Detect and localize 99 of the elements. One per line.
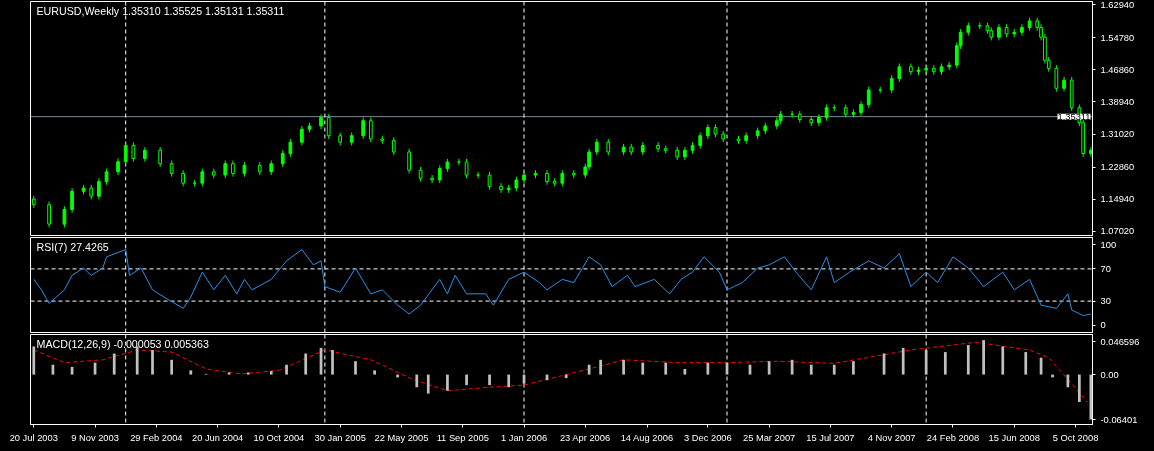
bar xyxy=(227,372,231,375)
bar xyxy=(285,364,288,375)
bar xyxy=(354,361,357,375)
candlestick xyxy=(300,125,304,146)
ref-line-label: 1.35311 xyxy=(1057,111,1091,122)
x-tick-label: 4 Nov 2007 xyxy=(867,432,916,443)
y-tick-label: 1.14940 xyxy=(1100,194,1135,205)
x-tick-label: 25 Mar 2007 xyxy=(742,432,796,443)
y-tick-label: -0.06401 xyxy=(1100,414,1138,425)
x-tick-label: 9 Nov 2003 xyxy=(71,432,119,443)
candlestick xyxy=(326,113,331,140)
candlestick xyxy=(1020,23,1024,37)
y-tick-label: 30 xyxy=(1100,296,1111,307)
bar xyxy=(170,359,174,375)
candlestick xyxy=(70,187,74,214)
bar xyxy=(331,349,334,375)
candlestick xyxy=(817,113,821,127)
bar xyxy=(426,374,430,394)
y-tick-label: 0.046596 xyxy=(1100,336,1140,347)
bar xyxy=(246,372,250,375)
candlestick xyxy=(499,182,503,194)
x-tick-label: 1 Jan 2006 xyxy=(500,432,548,443)
chart-title: RSI(7) 27.4265 xyxy=(36,240,109,253)
candlestick xyxy=(47,200,51,228)
x-tick-label: 29 Feb 2004 xyxy=(130,432,183,443)
bar xyxy=(832,364,836,375)
candlestick xyxy=(430,174,434,184)
candlestick xyxy=(123,141,128,166)
x-tick-label: 5 Oct 2008 xyxy=(1052,432,1099,443)
bar xyxy=(304,353,308,375)
bar xyxy=(1089,374,1093,420)
bar xyxy=(852,361,855,375)
bar xyxy=(982,340,985,375)
bar xyxy=(446,374,449,391)
bar xyxy=(901,347,905,375)
y-tick-label: 1.62940 xyxy=(1100,0,1135,10)
y-tick-label: 1.22860 xyxy=(1100,162,1135,173)
x-tick-label: 3 Dec 2006 xyxy=(684,432,732,443)
bar xyxy=(622,359,625,375)
chart-title: MACD(12,26,9) -0.000053 0.005363 xyxy=(36,337,209,350)
x-tick-label: 22 May 2005 xyxy=(374,432,429,443)
bar xyxy=(507,374,511,388)
y-tick-label: 100 xyxy=(1100,239,1117,250)
candlestick xyxy=(866,86,871,109)
y-tick-label: 1.31020 xyxy=(1100,129,1135,140)
bar xyxy=(112,353,116,375)
y-tick-label: 1.07020 xyxy=(1100,226,1135,237)
candlestick xyxy=(464,158,469,179)
candlestick xyxy=(62,205,67,228)
x-tick-label: 11 Sep 2005 xyxy=(436,432,489,443)
bar xyxy=(564,374,568,379)
bar xyxy=(943,352,947,375)
candlestick xyxy=(897,63,902,83)
x-tick-label: 20 Jun 2004 xyxy=(191,432,244,443)
bar xyxy=(465,374,468,386)
candlestick xyxy=(1054,64,1059,93)
bar xyxy=(924,349,928,375)
bar xyxy=(767,361,771,375)
y-tick-label: 0.00 xyxy=(1100,369,1119,380)
bar xyxy=(706,362,710,375)
y-tick-label: 1.54780 xyxy=(1100,32,1135,43)
y-tick-label: 0 xyxy=(1100,320,1106,331)
bar xyxy=(135,346,139,375)
candlestick xyxy=(158,146,163,168)
candlestick xyxy=(131,141,136,163)
x-tick-label: 15 Jul 2007 xyxy=(806,432,855,443)
x-tick-label: 20 Jul 2003 xyxy=(9,432,58,443)
candlestick xyxy=(407,148,411,174)
y-tick-label: 70 xyxy=(1100,263,1111,274)
x-tick-label: 15 Jun 2008 xyxy=(988,432,1040,443)
line-series xyxy=(33,341,1088,403)
bar xyxy=(189,370,193,375)
x-tick-label: 14 Aug 2006 xyxy=(620,432,674,443)
bar xyxy=(966,345,970,375)
x-tick-label: 23 Apr 2006 xyxy=(559,432,611,443)
bar xyxy=(1024,352,1028,375)
candlestick xyxy=(97,177,101,200)
bar xyxy=(1078,374,1081,402)
candlestick xyxy=(361,116,366,140)
bar xyxy=(1001,346,1005,375)
x-tick-label: 10 Oct 2004 xyxy=(253,432,305,443)
bar xyxy=(269,371,273,375)
bar xyxy=(599,359,602,375)
x-tick-label: 24 Feb 2008 xyxy=(926,432,980,443)
bar xyxy=(415,374,419,388)
bar xyxy=(373,370,377,375)
x-tick-label: 30 Jan 2005 xyxy=(314,432,366,443)
candlestick xyxy=(683,146,687,161)
y-tick-label: 1.46860 xyxy=(1100,64,1135,75)
candlestick xyxy=(656,141,660,153)
bar xyxy=(664,362,668,375)
candlestick xyxy=(368,116,373,143)
bar xyxy=(32,346,36,375)
bar xyxy=(809,364,813,375)
y-tick-label: 1.38940 xyxy=(1100,96,1135,107)
bar xyxy=(488,374,491,386)
bar xyxy=(151,349,154,375)
bar xyxy=(641,362,645,375)
chart-title: EURUSD,Weekly 1.35310 1.35525 1.35131 1.35311 xyxy=(36,4,285,17)
